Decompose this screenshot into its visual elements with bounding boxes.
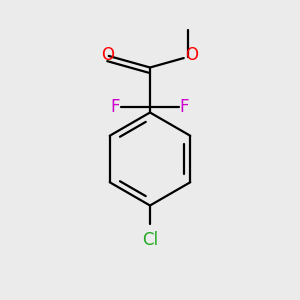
Text: Cl: Cl — [142, 231, 158, 249]
Text: F: F — [111, 98, 120, 116]
Text: O: O — [185, 46, 199, 64]
Text: O: O — [101, 46, 115, 64]
Text: F: F — [180, 98, 189, 116]
